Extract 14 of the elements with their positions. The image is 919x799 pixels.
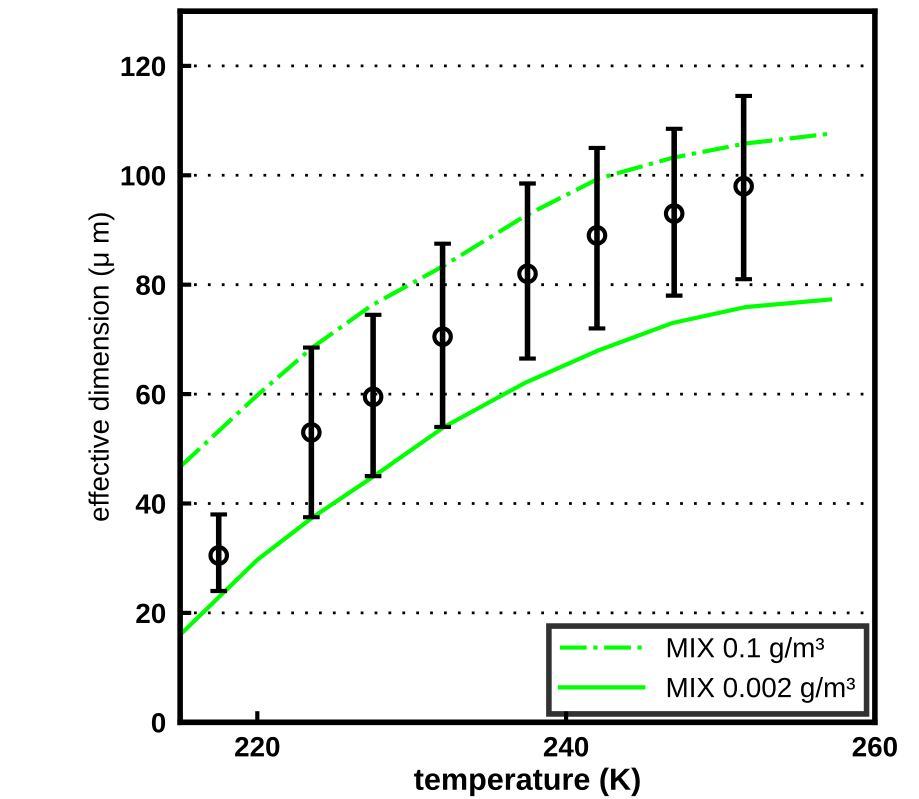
y-tick-label: 20 — [136, 604, 166, 624]
x-tick-label: 240 — [544, 736, 588, 757]
y-tick-label: 120 — [122, 56, 166, 76]
x-tick-label: 220 — [235, 736, 280, 757]
y-tick-label: 100 — [122, 166, 166, 186]
x-tick-label: 260 — [852, 736, 897, 757]
y-tick-label: 60 — [136, 384, 166, 404]
legend-label: MIX 0.1 g/m³ — [668, 637, 824, 664]
y-tick-label: 40 — [136, 494, 166, 514]
legend-label: MIX 0.002 g/m³ — [668, 676, 855, 703]
x-axis-title: temperature (K) — [414, 768, 640, 796]
y-tick-label: 0 — [152, 712, 166, 733]
y-tick-label: 80 — [136, 275, 166, 296]
y-axis-title: effective dimension (μ m) — [88, 213, 114, 521]
